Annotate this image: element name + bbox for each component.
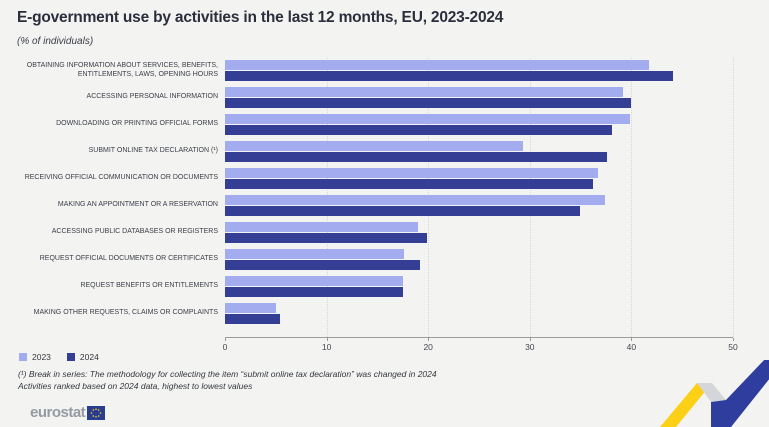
bar-pair [225, 195, 733, 216]
category-label: Downloading or printing official forms [56, 120, 218, 128]
chart-row: Obtaining information about services, be… [8, 60, 733, 81]
chart-row: Accessing public databases or registers [8, 222, 733, 243]
legend-item-2024: 2024 [66, 352, 99, 362]
axis-tick-20 [428, 338, 430, 341]
bar-2024 [225, 314, 280, 324]
bar-2023 [225, 114, 631, 124]
category-label: Receiving official communication or docu… [24, 174, 218, 182]
axis-tick-label-10: 10 [321, 342, 332, 352]
chart-row: Receiving official communication or docu… [8, 168, 733, 189]
x-axis: 0 10 20 30 40 50 [222, 337, 738, 353]
category-label: Request benefits or entitlements [80, 282, 218, 290]
legend-item-2023: 2023 [19, 352, 51, 362]
gridline-50 [733, 58, 734, 337]
bar-pair [225, 168, 733, 189]
bar-2023 [225, 60, 649, 70]
axis-tick-label-40: 40 [626, 342, 637, 352]
eu-flag-icon [87, 405, 106, 420]
category-label: Submit online tax declaration (¹) [88, 147, 218, 155]
bar-pair [225, 141, 733, 162]
axis-tick-10 [326, 338, 328, 341]
bar-2024 [225, 287, 403, 297]
legend-label: 2023 [32, 352, 51, 362]
legend-label: 2024 [79, 352, 99, 362]
chart-row: Submit online tax declaration (¹) [8, 141, 733, 162]
chart-row: Making other requests, claims or complai… [8, 303, 733, 324]
axis-tick-30 [529, 338, 531, 341]
bar-2023 [225, 195, 605, 205]
bar-pair [225, 276, 733, 297]
chart-title: E-government use by activities in the la… [17, 9, 504, 26]
axis-tick-label-30: 30 [525, 342, 535, 352]
axis-tick-label-0: 0 [222, 342, 228, 352]
legend-swatch-2024 [66, 353, 75, 361]
chart-subtitle: (% of individuals) [17, 36, 94, 47]
eurostat-logo-text: eurostat [30, 404, 86, 421]
bar-pair [225, 222, 733, 243]
chart-row: Request benefits or entitlements [8, 276, 733, 297]
chart-row: Downloading or printing official forms [8, 114, 733, 135]
footnotes: (¹) Break in series: The methodology for… [18, 368, 437, 392]
bar-pair [225, 60, 733, 81]
bar-pair [225, 114, 733, 135]
bar-2024 [225, 260, 421, 270]
category-label: Making an appointment or a reservation [57, 201, 218, 209]
category-label: Request official documents or certificat… [39, 255, 218, 263]
bar-pair [225, 87, 733, 108]
footnote-break-in-series: (¹) Break in series: The methodology for… [18, 369, 437, 379]
chart-row: Making an appointment or a reservation [8, 195, 733, 216]
bar-2023 [225, 222, 419, 232]
axis-tick-40 [631, 338, 633, 341]
bar-2023 [225, 141, 523, 151]
axis-tick-50 [733, 338, 734, 341]
category-label: Obtaining information about services, be… [26, 62, 218, 78]
category-label: Making other requests, claims or complai… [33, 309, 218, 317]
axis-tick-label-50: 50 [728, 342, 738, 352]
bar-2024 [225, 152, 608, 162]
bar-2023 [225, 276, 403, 286]
legend-swatch-2023 [19, 353, 27, 361]
legend: 2023 2024 [19, 352, 99, 362]
bar-2024 [225, 206, 580, 216]
chart-row: Request official documents or certificat… [8, 249, 733, 270]
category-label: Accessing personal information [86, 93, 218, 101]
category-label: Accessing public databases or registers [51, 228, 218, 236]
eurostat-logo: eurostat [30, 404, 106, 421]
bar-chart-rows: Obtaining information about services, be… [8, 60, 733, 330]
bar-2024 [225, 98, 632, 108]
bar-2023 [225, 303, 276, 313]
gridline-40 [631, 58, 633, 337]
bar-pair [225, 303, 733, 324]
decorative-zigzag-graphic [660, 360, 769, 427]
bar-2023 [225, 168, 598, 178]
bar-2023 [225, 249, 404, 259]
bar-2024 [225, 233, 428, 243]
chart-row: Accessing personal information [8, 87, 733, 108]
bar-2024 [225, 179, 593, 189]
bar-2023 [225, 87, 624, 97]
axis-tick-label-20: 20 [423, 342, 433, 352]
bar-pair [225, 249, 733, 270]
footnote-ranking: Activities ranked based on 2024 data, hi… [18, 381, 253, 391]
bar-2024 [225, 125, 613, 135]
bar-2024 [225, 71, 674, 81]
axis-tick-0 [225, 338, 226, 341]
